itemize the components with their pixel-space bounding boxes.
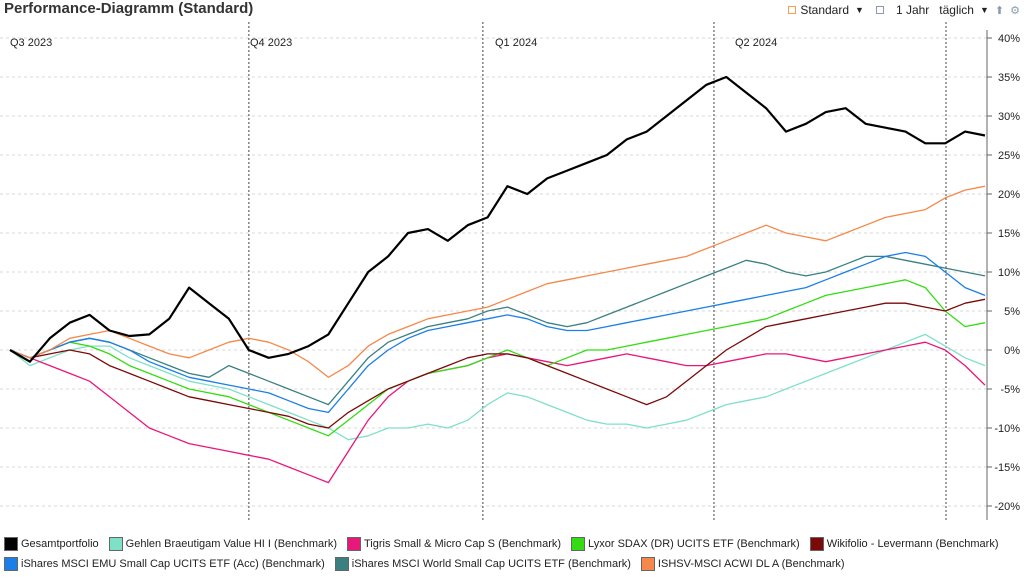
quarter-label: Q2 2024 (735, 37, 777, 49)
y-tick-label: 30% (998, 111, 1020, 123)
quarter-label: Q1 2024 (495, 37, 537, 49)
view-select-label: Standard (800, 3, 850, 17)
legend-label: iShares MSCI World Small Cap UCITS ETF (… (351, 558, 631, 570)
legend-label: Gesamtportfolio (21, 538, 99, 550)
interval-dropdown-icon[interactable]: ▼ (979, 5, 989, 15)
legend-label: ISHSV-MSCI ACWI DL A (Benchmark) (657, 558, 845, 570)
period-select[interactable]: 1 Jahr (896, 3, 929, 17)
gear-icon[interactable]: ⚙ (1010, 4, 1020, 17)
calendar-icon[interactable] (875, 6, 884, 14)
chart-toolbar: Standard ▼ 1 Jahr täglich ▼ ⬆ ⚙ (788, 3, 1020, 17)
interval-select-label: täglich (939, 3, 974, 17)
performance-chart: Q3 2023 Q4 2023 Q1 2024 Q2 2024 40% 35% 30% 25… (0, 22, 1020, 520)
legend-swatch (108, 537, 123, 551)
chart-grid (0, 37, 987, 507)
series-line (9, 251, 986, 414)
y-tick-label: 40% (998, 33, 1020, 45)
legend-label: Lyxor SDAX (DR) UCITS ETF (Benchmark) (588, 538, 800, 550)
series-line (9, 185, 986, 378)
y-tick-label: -5% (1000, 384, 1020, 396)
series-line (9, 255, 986, 406)
period-select-label: 1 Jahr (895, 3, 930, 17)
legend-item[interactable]: Wikifolio - Levermann (Benchmark) (809, 537, 999, 551)
legend-item[interactable]: ISHSV-MSCI ACWI DL A (Benchmark) (640, 557, 845, 571)
legend-swatch (4, 557, 18, 571)
view-select[interactable]: Standard (788, 3, 849, 17)
legend-swatch (347, 537, 361, 551)
legend-item[interactable]: iShares MSCI World Small Cap UCITS ETF (… (334, 557, 631, 571)
legend-label: Tigris Small & Micro Cap S (Benchmark) (364, 538, 562, 550)
series-lines (9, 75, 986, 484)
legend-row: iShares MSCI EMU Small Cap UCITS ETF (Ac… (4, 554, 1020, 574)
series-line (9, 333, 986, 441)
legend-item[interactable]: iShares MSCI EMU Small Cap UCITS ETF (Ac… (4, 557, 325, 571)
upload-icon[interactable]: ⬆ (994, 4, 1005, 17)
y-tick-label: 15% (998, 228, 1020, 240)
legend-item[interactable]: Gesamtportfolio (4, 537, 99, 551)
y-tick-label: 20% (998, 189, 1020, 201)
y-tick-label: 10% (998, 267, 1020, 279)
series-line (9, 298, 986, 429)
quarter-dividers: Q3 2023 Q4 2023 Q1 2024 Q2 2024 (10, 22, 947, 520)
quarter-label: Q4 2023 (250, 37, 292, 49)
quarter-label: Q3 2023 (10, 37, 52, 49)
y-tick-label: 0% (1004, 345, 1020, 357)
legend-label: Gehlen Braeutigam Value HI I (Benchmark) (125, 538, 337, 550)
legend-swatch (809, 537, 824, 551)
legend-item[interactable]: Tigris Small & Micro Cap S (Benchmark) (347, 537, 561, 551)
legend-swatch (4, 537, 18, 551)
interval-select[interactable]: täglich (939, 3, 974, 17)
legend-swatch (571, 537, 586, 551)
legend-row: Gesamtportfolio Gehlen Braeutigam Value H… (4, 534, 1020, 554)
legend-item[interactable]: Gehlen Braeutigam Value HI I (Benchmark) (108, 537, 337, 551)
legend-label: iShares MSCI EMU Small Cap UCITS ETF (Ac… (21, 558, 325, 570)
legend-swatch (334, 557, 349, 571)
page-title: Performance-Diagramm (Standard) (4, 0, 254, 17)
y-tick-label: 25% (998, 150, 1020, 162)
legend-label: Wikifolio - Levermann (Benchmark) (826, 538, 999, 550)
view-square-icon (788, 6, 797, 14)
legend-item[interactable]: Lyxor SDAX (DR) UCITS ETF (Benchmark) (571, 537, 800, 551)
view-dropdown-icon[interactable]: ▼ (855, 5, 864, 15)
y-tick-label: 5% (1004, 306, 1020, 318)
y-tick-label: 35% (998, 72, 1020, 84)
series-line (9, 75, 986, 363)
y-tick-label: -15% (994, 462, 1020, 474)
legend-swatch (640, 557, 655, 571)
series-line (9, 341, 986, 484)
y-tick-label: -10% (994, 423, 1020, 435)
chart-legend: Gesamtportfolio Gehlen Braeutigam Value H… (4, 534, 1020, 574)
y-axis-ticks: 40% 35% 30% 25% 20% 15% 10% 5% 0% -5% -10% -15% -20% (987, 33, 1020, 513)
y-tick-label: -20% (994, 501, 1020, 513)
